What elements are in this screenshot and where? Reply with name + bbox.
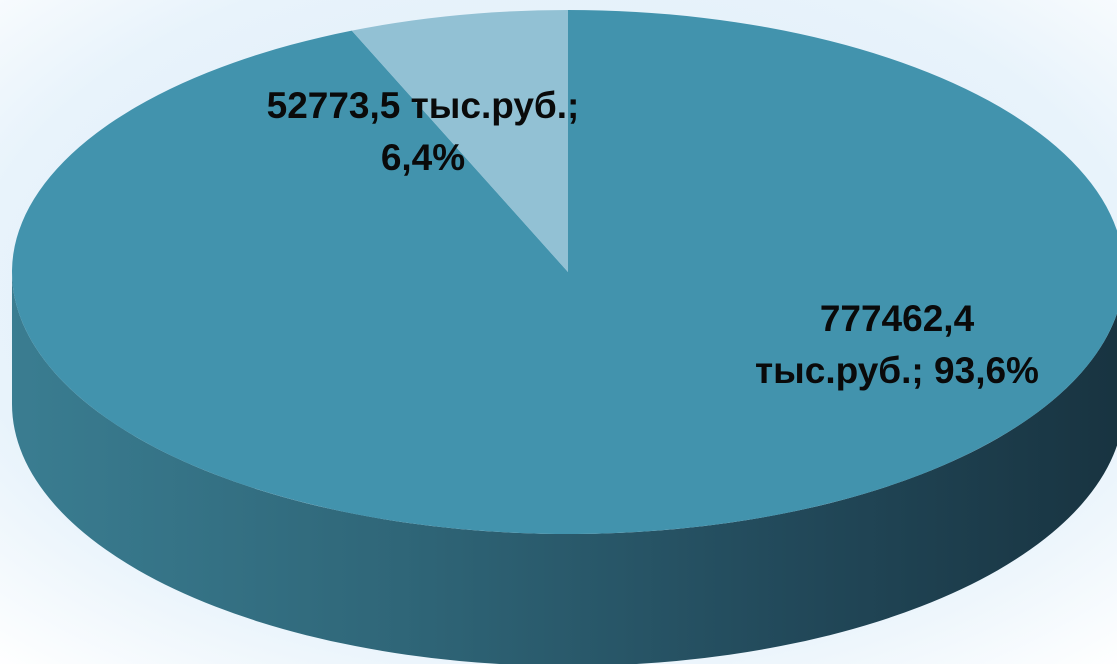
pie-slice-main [12,10,1117,534]
pie-labels: 777462,4 тыс.руб.; 93,6% 52773,5 тыс.руб… [267,85,1039,391]
pie-side-wall [12,272,1117,664]
pie-slice-minor [351,10,568,272]
slice-label-main-line1: 777462,4 [820,298,975,339]
slice-label-minor-line2: 6,4% [381,137,465,178]
pie-side-face [12,272,1117,664]
pie-top [12,10,1117,534]
slice-label-main-line2: тыс.руб.; 93,6% [755,350,1039,391]
slice-label-minor-line1: 52773,5 тыс.руб.; [267,85,580,126]
